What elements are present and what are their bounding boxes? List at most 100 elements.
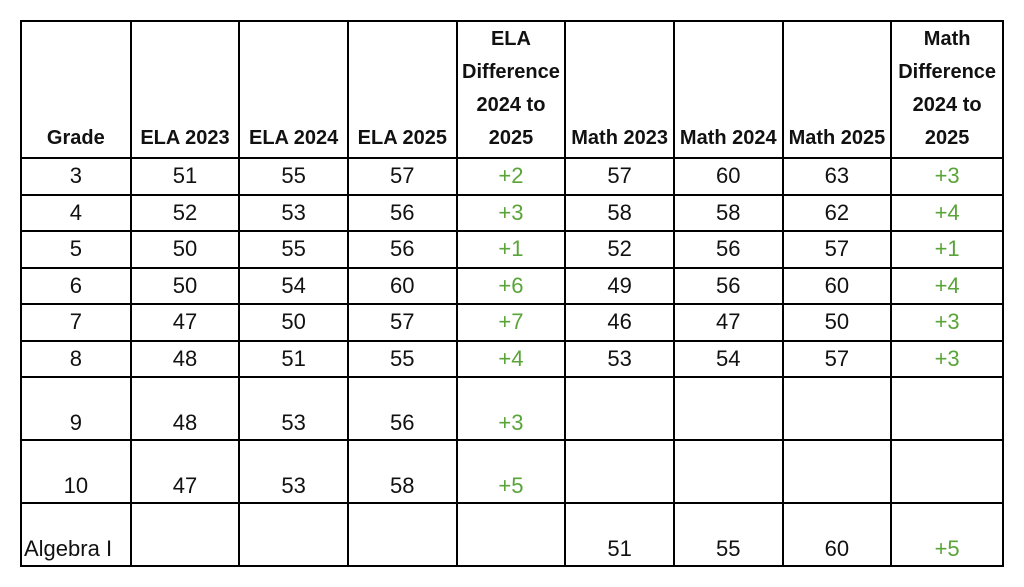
cell-ela-2024: 53 [238, 193, 349, 232]
cell-ela-2023: 48 [129, 339, 241, 378]
score-comparison-table: Grade ELA 2023 ELA 2024 ELA 2025 ELA Dif… [20, 20, 1004, 567]
cell-ela-2024: 53 [238, 439, 349, 504]
cell-math-2025: 62 [781, 193, 893, 232]
cell-math-difference: +4 [890, 193, 1004, 232]
cell-math-2025: 63 [781, 157, 893, 196]
table-row: 6 50 54 60 +6 49 56 60 +4 [20, 266, 1004, 305]
header-math-2025: Math 2025 [781, 20, 893, 159]
cell-math-2025 [781, 376, 893, 441]
cell-grade: 10 [20, 439, 132, 504]
cell-math-difference [890, 439, 1004, 504]
cell-ela-2024: 55 [238, 230, 349, 269]
cell-ela-2024: 55 [238, 157, 349, 196]
cell-math-difference: +1 [890, 230, 1004, 269]
cell-ela-2025: 56 [346, 193, 458, 232]
cell-ela-difference: +6 [455, 266, 567, 305]
cell-ela-2024: 54 [238, 266, 349, 305]
cell-math-difference [890, 376, 1004, 441]
cell-ela-difference: +3 [455, 376, 567, 441]
cell-math-2025: 50 [781, 303, 893, 342]
cell-ela-2023: 48 [129, 376, 241, 441]
cell-ela-2024 [238, 502, 349, 567]
cell-ela-2025: 57 [346, 303, 458, 342]
cell-math-2024: 56 [672, 230, 784, 269]
table-row: Algebra I 51 55 60 +5 [20, 502, 1004, 567]
cell-ela-2024: 53 [238, 376, 349, 441]
table-row: 5 50 55 56 +1 52 56 57 +1 [20, 230, 1004, 269]
cell-math-2024 [672, 439, 784, 504]
cell-grade: 3 [20, 157, 132, 196]
cell-math-difference: +5 [890, 502, 1004, 567]
table-row: 4 52 53 56 +3 58 58 62 +4 [20, 193, 1004, 232]
header-math-2024: Math 2024 [672, 20, 784, 159]
cell-math-2025: 60 [781, 502, 893, 567]
cell-math-2024: 56 [672, 266, 784, 305]
cell-ela-2023: 47 [129, 303, 241, 342]
cell-math-difference: +3 [890, 339, 1004, 378]
cell-math-2024: 55 [672, 502, 784, 567]
header-math-2023: Math 2023 [564, 20, 675, 159]
cell-math-2023: 57 [564, 157, 675, 196]
cell-ela-difference: +1 [455, 230, 567, 269]
cell-ela-2025: 56 [346, 376, 458, 441]
cell-math-2025: 60 [781, 266, 893, 305]
cell-ela-difference: +4 [455, 339, 567, 378]
cell-ela-difference [455, 502, 567, 567]
cell-math-difference: +4 [890, 266, 1004, 305]
table-row: 8 48 51 55 +4 53 54 57 +3 [20, 339, 1004, 378]
cell-grade: 4 [20, 193, 132, 232]
cell-ela-2025: 60 [346, 266, 458, 305]
cell-ela-difference: +7 [455, 303, 567, 342]
cell-math-2025: 57 [781, 230, 893, 269]
header-ela-difference: ELA Difference 2024 to 2025 [455, 20, 567, 159]
table-row: 10 47 53 58 +5 [20, 439, 1004, 504]
cell-ela-difference: +2 [455, 157, 567, 196]
cell-ela-difference: +3 [455, 193, 567, 232]
cell-ela-2023 [129, 502, 241, 567]
cell-math-2024: 60 [672, 157, 784, 196]
cell-math-2024 [672, 376, 784, 441]
header-ela-2025: ELA 2025 [346, 20, 458, 159]
cell-grade: 8 [20, 339, 132, 378]
table-row: 3 51 55 57 +2 57 60 63 +3 [20, 157, 1004, 196]
cell-math-difference: +3 [890, 157, 1004, 196]
cell-math-2025 [781, 439, 893, 504]
header-row: Grade ELA 2023 ELA 2024 ELA 2025 ELA Dif… [20, 20, 1004, 159]
cell-math-2024: 58 [672, 193, 784, 232]
header-grade: Grade [20, 20, 132, 159]
cell-math-2023 [564, 376, 675, 441]
cell-ela-2023: 52 [129, 193, 241, 232]
cell-math-2025: 57 [781, 339, 893, 378]
cell-grade: Algebra I [20, 502, 132, 567]
cell-math-2023: 52 [564, 230, 675, 269]
cell-ela-2025: 58 [346, 439, 458, 504]
cell-grade: 5 [20, 230, 132, 269]
header-math-difference: Math Difference 2024 to 2025 [890, 20, 1004, 159]
cell-math-2023 [564, 439, 675, 504]
cell-math-2023: 46 [564, 303, 675, 342]
header-ela-2024: ELA 2024 [238, 20, 349, 159]
cell-ela-2023: 50 [129, 266, 241, 305]
cell-math-2023: 53 [564, 339, 675, 378]
table-row: 9 48 53 56 +3 [20, 376, 1004, 441]
cell-math-2024: 47 [672, 303, 784, 342]
cell-math-difference: +3 [890, 303, 1004, 342]
cell-math-2023: 58 [564, 193, 675, 232]
cell-ela-2025: 57 [346, 157, 458, 196]
cell-math-2024: 54 [672, 339, 784, 378]
cell-grade: 6 [20, 266, 132, 305]
header-ela-2023: ELA 2023 [129, 20, 241, 159]
cell-ela-2025: 56 [346, 230, 458, 269]
cell-grade: 9 [20, 376, 132, 441]
cell-ela-2023: 50 [129, 230, 241, 269]
cell-ela-2024: 50 [238, 303, 349, 342]
cell-grade: 7 [20, 303, 132, 342]
cell-ela-2024: 51 [238, 339, 349, 378]
cell-math-2023: 49 [564, 266, 675, 305]
cell-ela-2023: 51 [129, 157, 241, 196]
cell-ela-2023: 47 [129, 439, 241, 504]
cell-ela-2025 [346, 502, 458, 567]
table-row: 7 47 50 57 +7 46 47 50 +3 [20, 303, 1004, 342]
cell-ela-2025: 55 [346, 339, 458, 378]
cell-ela-difference: +5 [455, 439, 567, 504]
